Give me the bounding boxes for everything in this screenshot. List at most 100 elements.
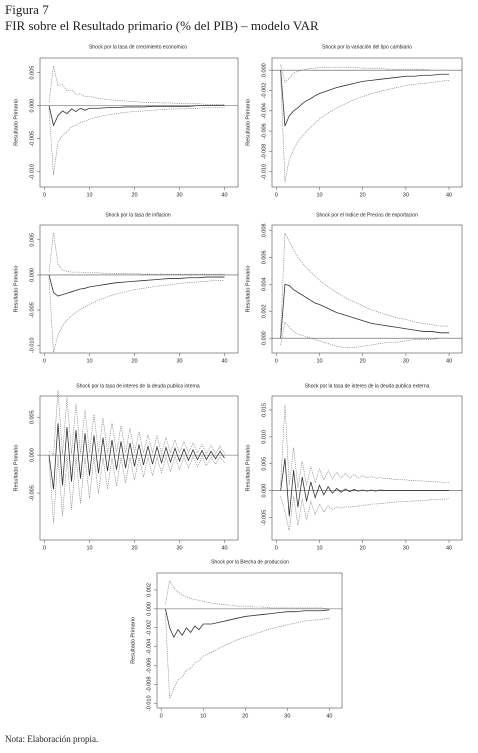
y-tick-label: 0.002 <box>261 304 267 318</box>
y-tick-label: -0.008 <box>261 144 267 160</box>
series-line <box>165 579 330 610</box>
series-line <box>280 321 450 348</box>
x-tick-label: 40 <box>446 358 452 364</box>
x-tick-label: 30 <box>403 358 409 364</box>
x-tick-label: 30 <box>176 192 182 198</box>
y-tick-label: 0.000 <box>29 268 35 282</box>
figure-label: Figura 7 <box>5 2 49 17</box>
y-tick-label: 0.005 <box>29 66 35 80</box>
x-tick-label: 30 <box>176 545 182 551</box>
y-tick-label: 0.008 <box>261 224 267 238</box>
series-line <box>48 278 225 353</box>
series-line <box>165 613 330 699</box>
y-tick-label: 0.015 <box>261 403 267 417</box>
x-tick-label: 10 <box>200 713 206 719</box>
y-tick-label: -0.002 <box>146 620 152 636</box>
series-line <box>48 274 225 297</box>
x-tick-label: 30 <box>284 713 290 719</box>
y-tick-label: 0.004 <box>261 277 267 291</box>
x-tick-label: 20 <box>360 192 366 198</box>
x-tick-label: 30 <box>176 358 182 364</box>
x-tick-label: 20 <box>131 545 137 551</box>
x-tick-label: 0 <box>43 545 46 551</box>
plot-frame <box>271 224 463 354</box>
y-axis-label: Resultado Primario <box>245 445 251 492</box>
x-tick-label: 10 <box>316 192 322 198</box>
y-tick-label: -0.004 <box>146 639 152 655</box>
x-tick-label: 40 <box>221 545 227 551</box>
y-tick-label: -0.010 <box>29 164 35 180</box>
series-line <box>48 390 225 456</box>
y-tick-label: 0.000 <box>146 602 152 616</box>
y-tick-label: -0.008 <box>146 677 152 693</box>
series-line <box>48 423 225 490</box>
plot-frame <box>156 572 343 709</box>
x-tick-label: 40 <box>446 545 452 551</box>
y-tick-label: 0.010 <box>261 430 267 444</box>
plot-frame <box>271 57 463 188</box>
y-tick-label: 0.000 <box>261 484 267 498</box>
y-tick-label: 0.005 <box>29 410 35 424</box>
series-line <box>280 404 450 488</box>
series-line <box>48 107 225 176</box>
x-tick-label: 0 <box>43 192 46 198</box>
x-tick-label: 20 <box>131 192 137 198</box>
series-line <box>48 455 225 524</box>
y-tick-label: 0.002 <box>146 583 152 597</box>
x-tick-label: 0 <box>160 713 163 719</box>
x-tick-label: 40 <box>221 358 227 364</box>
series-line <box>48 232 225 275</box>
chart-title: Shock por la tasa de interes de la deuda… <box>305 383 430 389</box>
y-tick-label: -0.010 <box>29 337 35 353</box>
y-tick-label: -0.004 <box>261 103 267 119</box>
plot-frame <box>39 395 239 541</box>
y-tick-label: -0.005 <box>29 131 35 147</box>
y-tick-label: -0.005 <box>29 485 35 501</box>
y-tick-label: -0.005 <box>261 510 267 526</box>
figure-title: FIR sobre el Resultado primario (% del P… <box>5 18 319 33</box>
x-tick-label: 10 <box>316 545 322 551</box>
y-tick-label: 0.005 <box>29 233 35 247</box>
y-tick-label: 0.000 <box>261 331 267 345</box>
x-tick-label: 10 <box>86 358 92 364</box>
y-axis-label: Resultado Primario <box>245 266 251 313</box>
x-tick-label: 0 <box>43 358 46 364</box>
chart-title: Shock por la tasa de inflacion <box>105 212 171 218</box>
x-tick-label: 10 <box>86 545 92 551</box>
plot-frame <box>271 395 463 541</box>
y-tick-label: 0.000 <box>29 448 35 462</box>
y-axis-label: Resultado Primario <box>245 99 251 146</box>
series-line <box>280 495 450 531</box>
series-line <box>280 283 450 339</box>
chart-title: Shock por la tasa de crecimiento economi… <box>89 44 187 50</box>
x-tick-label: 20 <box>360 358 366 364</box>
series-line <box>280 65 450 83</box>
y-axis-label: Resultado Primario <box>13 445 19 492</box>
y-tick-label: 0.005 <box>261 457 267 471</box>
x-tick-label: 0 <box>275 545 278 551</box>
note: Nota: Elaboración propia. <box>5 734 98 744</box>
series-line <box>280 458 450 517</box>
y-axis-label: Resultado Primario <box>13 99 19 146</box>
x-tick-label: 40 <box>326 713 332 719</box>
y-tick-label: -0.010 <box>261 164 267 180</box>
y-tick-label: -0.006 <box>261 123 267 139</box>
y-tick-label: -0.006 <box>146 658 152 674</box>
x-tick-label: 40 <box>221 192 227 198</box>
y-tick-label: -0.002 <box>261 83 267 99</box>
series-line <box>165 608 330 639</box>
y-tick-label: -0.005 <box>29 302 35 318</box>
y-tick-label: 0.000 <box>261 63 267 77</box>
y-axis-label: Resultado Primario <box>13 266 19 313</box>
y-axis-label: Resultado Primario <box>130 617 136 664</box>
x-tick-label: 0 <box>275 358 278 364</box>
x-tick-label: 10 <box>316 358 322 364</box>
series-line <box>48 105 225 127</box>
x-tick-label: 20 <box>131 358 137 364</box>
y-tick-label: 0.000 <box>29 99 35 113</box>
x-tick-label: 30 <box>403 192 409 198</box>
x-tick-label: 40 <box>446 192 452 198</box>
x-tick-label: 0 <box>275 192 278 198</box>
